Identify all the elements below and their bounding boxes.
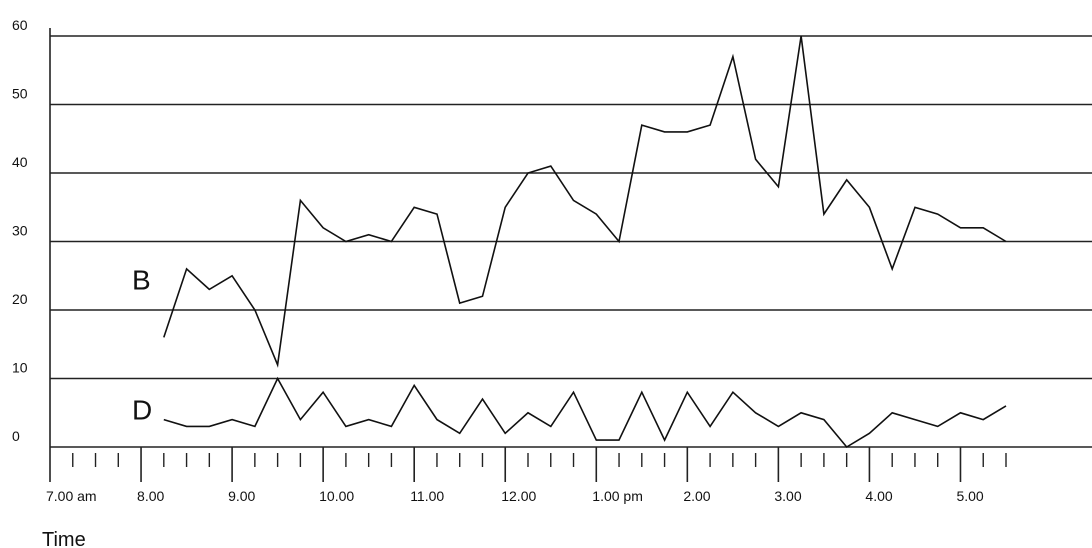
x-tick-label: 9.00: [228, 488, 255, 504]
x-tick-label: 8.00: [137, 488, 164, 504]
series-line-D: [163, 376, 1007, 449]
x-tick-label: 11.00: [410, 488, 444, 504]
x-axis-title: Time: [42, 529, 86, 548]
series-line-B: [163, 35, 1007, 368]
y-tick-label-50: 50: [12, 86, 28, 102]
axes: [49, 28, 1007, 482]
series-label-D: D: [132, 395, 152, 426]
x-tick-label: 1.00 pm: [592, 488, 643, 504]
x-tick-label: 10.00: [319, 488, 354, 504]
x-tick-label: 4.00: [865, 488, 892, 504]
x-tick-label: 5.00: [956, 488, 983, 504]
series-lines: [163, 35, 1007, 449]
y-tick-label-40: 40: [12, 154, 28, 170]
x-tick-label: 12.00: [501, 488, 536, 504]
x-tick-label: 2.00: [683, 488, 710, 504]
y-tick-label-20: 20: [12, 291, 28, 307]
y-tick-label-0: 0: [12, 428, 20, 444]
gridlines: [50, 35, 1092, 448]
y-tick-label-30: 30: [12, 223, 28, 239]
chart-labels: 0 10 20 30 40 50 60 7.00 am 8.00 9.00 10.00 11.00 12…: [12, 17, 984, 504]
y-tick-label-60: 60: [12, 17, 28, 33]
series-label-B: B: [132, 264, 151, 295]
x-tick-label: 3.00: [774, 488, 801, 504]
x-tick-label: 7.00 am: [46, 488, 97, 504]
y-tick-label-10: 10: [12, 360, 28, 376]
